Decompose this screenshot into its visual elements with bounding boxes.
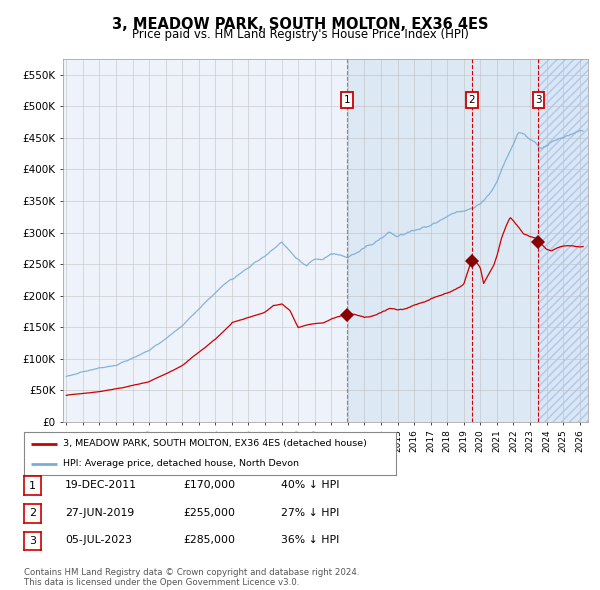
- Text: 40% ↓ HPI: 40% ↓ HPI: [281, 480, 340, 490]
- Text: £170,000: £170,000: [183, 480, 235, 490]
- Text: HPI: Average price, detached house, North Devon: HPI: Average price, detached house, Nort…: [63, 460, 299, 468]
- Text: 19-DEC-2011: 19-DEC-2011: [65, 480, 137, 490]
- Text: 3, MEADOW PARK, SOUTH MOLTON, EX36 4ES: 3, MEADOW PARK, SOUTH MOLTON, EX36 4ES: [112, 17, 488, 31]
- Text: 2: 2: [29, 509, 36, 518]
- Text: 1: 1: [344, 95, 350, 105]
- Text: 36% ↓ HPI: 36% ↓ HPI: [281, 536, 339, 545]
- Text: £285,000: £285,000: [183, 536, 235, 545]
- Text: 27% ↓ HPI: 27% ↓ HPI: [281, 508, 339, 517]
- Text: Contains HM Land Registry data © Crown copyright and database right 2024.
This d: Contains HM Land Registry data © Crown c…: [24, 568, 359, 587]
- Text: 3, MEADOW PARK, SOUTH MOLTON, EX36 4ES (detached house): 3, MEADOW PARK, SOUTH MOLTON, EX36 4ES (…: [63, 439, 367, 448]
- Bar: [538, 59, 588, 422]
- Text: 2: 2: [469, 95, 475, 105]
- Text: 3: 3: [535, 95, 542, 105]
- Bar: [538, 59, 588, 422]
- Text: 27-JUN-2019: 27-JUN-2019: [65, 508, 134, 517]
- Text: 3: 3: [29, 536, 36, 546]
- Bar: [347, 59, 588, 422]
- Text: £255,000: £255,000: [183, 508, 235, 517]
- Text: 1: 1: [29, 481, 36, 490]
- Text: 05-JUL-2023: 05-JUL-2023: [65, 536, 132, 545]
- Text: Price paid vs. HM Land Registry's House Price Index (HPI): Price paid vs. HM Land Registry's House …: [131, 28, 469, 41]
